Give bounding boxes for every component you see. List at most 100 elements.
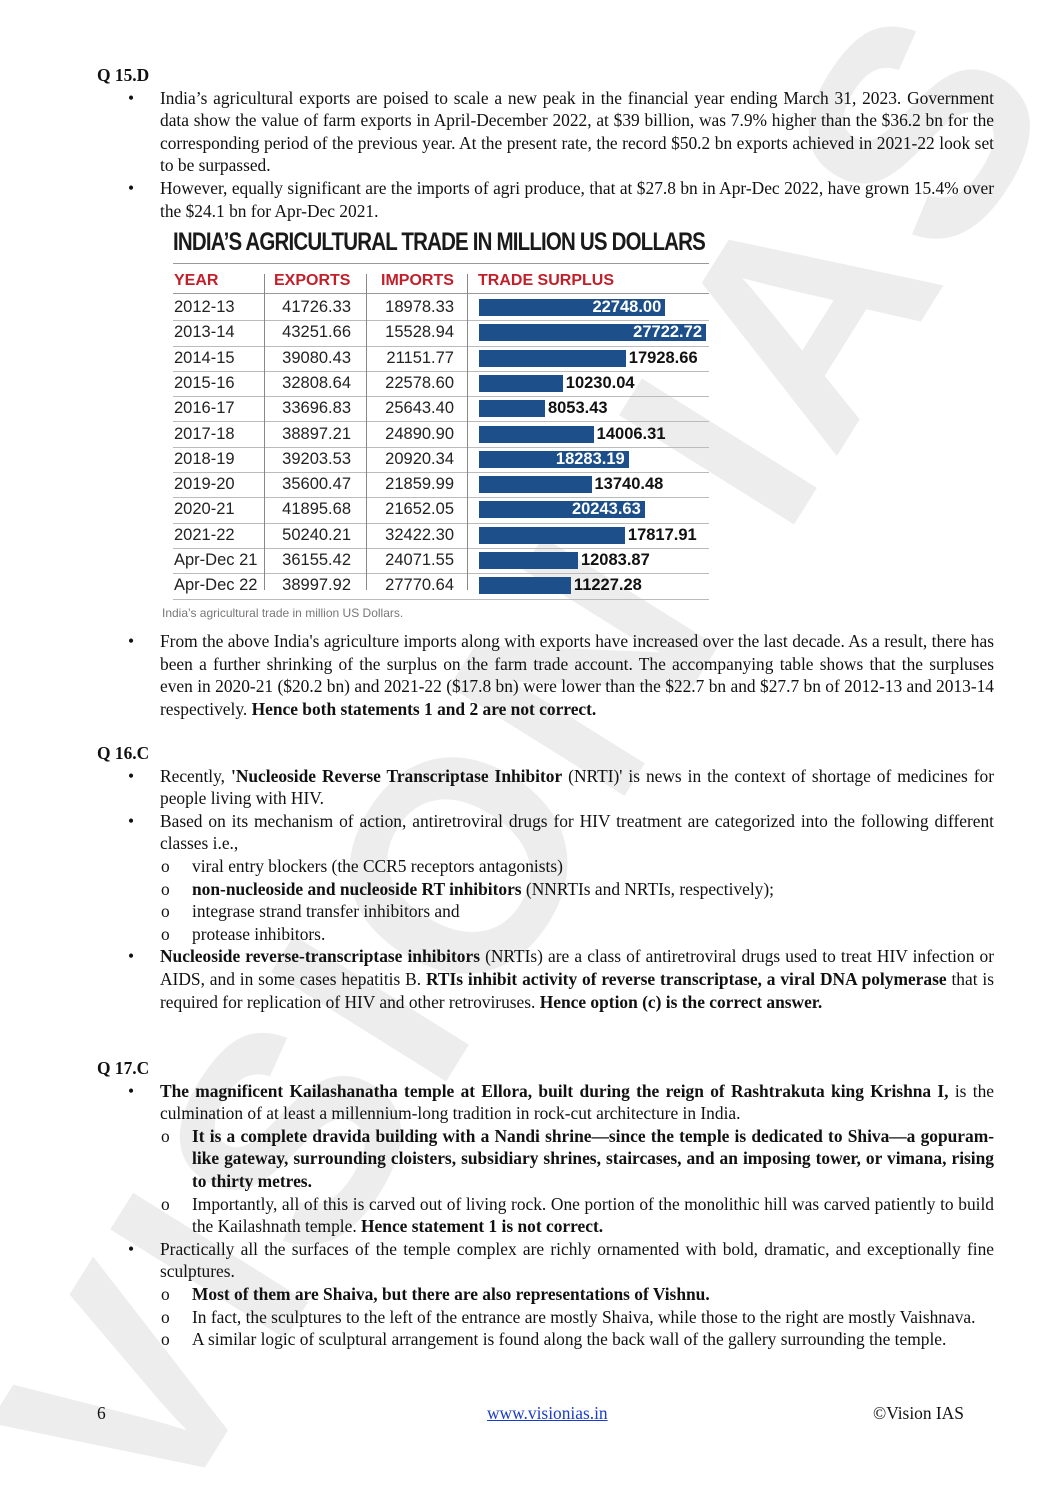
surplus-label: 13740.48: [594, 475, 664, 494]
exports-cell: 50240.21: [282, 525, 351, 544]
text: (NRTIs) are a class of antiretroviral dr…: [160, 946, 994, 989]
imports-cell: 21652.05: [385, 500, 454, 519]
imports-cell: 32422.30: [385, 525, 454, 544]
page-number: 6: [97, 1403, 106, 1423]
sub-bullet-item: o non-nucleoside and nucleoside RT inhibi…: [97, 878, 994, 901]
year-cell: 2016-17: [174, 399, 235, 418]
bullet-marker: •: [128, 810, 135, 831]
sub-bullet-marker: o: [161, 878, 170, 899]
table-row: 2019-20 35600.47 21859.99 13740.48: [173, 472, 709, 499]
text: A similar logic of sculptural arrangemen…: [192, 1329, 947, 1350]
bullet-marker: •: [128, 177, 135, 198]
bullet-marker: •: [128, 631, 135, 651]
sub-bullet-marker: o: [161, 1125, 170, 1146]
question-heading: Q 17.C: [97, 1058, 150, 1078]
table-row: Apr-Dec 21 36155.42 24071.55 12083.87: [173, 548, 709, 575]
exports-cell: 38997.92: [282, 576, 351, 595]
exports-cell: 43251.66: [282, 323, 351, 342]
surplus-label: 20243.63: [571, 500, 641, 519]
sub-bullet-item: o It is a complete dravida building with …: [97, 1125, 994, 1193]
sub-bullet-item: o In fact, the sculptures to the left of …: [97, 1306, 994, 1329]
text: viral entry blockers (the CCR5 receptors…: [192, 855, 563, 876]
surplus-label: 17928.66: [628, 348, 698, 367]
exports-cell: 36155.42: [282, 551, 351, 569]
bold-text: Most of them are Shaiva, but there are a…: [192, 1283, 710, 1304]
imports-cell: 25643.40: [385, 399, 454, 418]
surplus-bar: [479, 501, 645, 519]
imports-cell: 24071.55: [385, 551, 454, 569]
bullet-item: • Nucleoside reverse-transcriptase inhibi…: [97, 945, 994, 1013]
text: Recently,: [160, 765, 231, 786]
surplus-label: 8053.43: [547, 399, 608, 418]
bold-text: Hence both statements 1 and 2 are not co…: [251, 698, 597, 719]
surplus-label: 17817.91: [627, 525, 697, 544]
section-q16: Q 16.C • Recently, 'Nucleoside Reverse Tra…: [97, 742, 994, 1013]
bullet-marker: •: [128, 765, 135, 786]
surplus-bar: [479, 400, 545, 418]
text: (NNRTIs and NRTIs, respectively);: [521, 878, 775, 899]
exports-cell: 33696.83: [282, 399, 351, 418]
header-year: YEAR: [174, 272, 219, 289]
bold-text: The magnificent Kailashanatha temple at …: [160, 1080, 949, 1101]
sub-bullet-marker: o: [161, 1329, 170, 1350]
header-divider: [173, 293, 709, 294]
surplus-label: 10230.04: [565, 373, 635, 392]
surplus-label: 11227.28: [573, 576, 642, 595]
text: is the culmination of at least a millenn…: [160, 1080, 994, 1124]
bold-text: RTIs inhibit activity of reverse transcr…: [425, 968, 947, 989]
sub-bullet-item: o protease inhibitors.: [97, 923, 994, 946]
bullet-item: • The magnificent Kailashanatha temple at…: [97, 1080, 994, 1125]
bullet-item: • Based on its mechanism of action, antir…: [97, 810, 994, 855]
column-divider: [264, 274, 265, 590]
text: Based on its mechanism of action, antire…: [160, 810, 994, 854]
surplus-label: 27722.72: [633, 323, 702, 342]
surplus-bar: [479, 324, 706, 342]
table-row: 2020-21 41895.68 21652.05 20243.63: [173, 497, 709, 524]
sub-bullet-item: o viral entry blockers (the CCR5 receptor…: [97, 855, 994, 878]
imports-cell: 22578.60: [385, 373, 454, 392]
text: (NRTI)' is news in the context of shorta…: [160, 765, 994, 809]
bold-text: 'Nucleoside Reverse Transcriptase Inhibi…: [231, 765, 563, 786]
surplus-bar: [479, 476, 592, 494]
table-row: 2021-22 50240.21 32422.30 17817.91: [173, 523, 709, 549]
sub-bullet-marker: o: [161, 923, 170, 944]
sub-bullet-item: o Most of them are Shaiva, but there are …: [97, 1283, 994, 1306]
text: protease inhibitors.: [192, 923, 326, 944]
text: Importantly, all of this is carved out o…: [192, 1193, 994, 1237]
surplus-bar: [479, 577, 571, 595]
bullet-item: • Practically all the surfaces of the tem…: [97, 1238, 994, 1283]
year-cell: 2018-19: [174, 449, 235, 468]
sub-bullet-marker: o: [161, 1306, 170, 1327]
year-cell: 2019-20: [174, 475, 235, 494]
question-heading: Q 16.C: [97, 743, 150, 763]
agri-trade-table: INDIA’S AGRICULTURAL TRADE IN MILLION US…: [160, 226, 720, 626]
exports-cell: 41895.68: [282, 500, 351, 519]
question-heading: Q 15.D: [97, 65, 150, 85]
imports-cell: 20920.34: [385, 449, 454, 468]
table-row: 2018-19 39203.53 20920.34 18283.19: [173, 447, 709, 474]
table-caption: India’s agricultural trade in million US…: [162, 606, 404, 620]
column-divider: [467, 274, 468, 590]
surplus-bar: [479, 349, 626, 367]
bullet-item: • India’s agricultural exports are poised…: [97, 87, 994, 177]
bold-text: Nucleoside reverse-transcriptase inhibit…: [160, 946, 480, 967]
text: India’s agricultural exports are poised …: [160, 87, 994, 176]
header-trade-surplus: TRADE SURPLUS: [478, 272, 615, 289]
surplus-bar: [479, 374, 563, 392]
sub-bullet-item: o integrase strand transfer inhibitors an…: [97, 900, 994, 923]
year-cell: Apr-Dec 21: [174, 551, 258, 569]
sub-bullet-item: o A similar logic of sculptural arrangeme…: [97, 1328, 994, 1351]
sub-bullet-item: o Importantly, all of this is carved out …: [97, 1193, 994, 1238]
surplus-bar: [479, 299, 666, 316]
section-q17: Q 17.C • The magnificent Kailashanatha tem…: [97, 1057, 994, 1351]
bullet-marker: •: [128, 1238, 135, 1259]
year-cell: 2013-14: [174, 323, 235, 342]
table-row: 2014-15 39080.43 21151.77 17928.66: [173, 346, 709, 372]
surplus-bar: [479, 450, 629, 468]
copyright: ©Vision IAS: [873, 1403, 964, 1423]
bullet-item: • However, equally significant are the im…: [97, 177, 994, 222]
website-link[interactable]: www.visionias.in: [487, 1403, 608, 1423]
bullet-marker: •: [128, 87, 135, 108]
text: In fact, the sculptures to the left of t…: [192, 1306, 976, 1327]
imports-cell: 15528.94: [385, 323, 454, 342]
